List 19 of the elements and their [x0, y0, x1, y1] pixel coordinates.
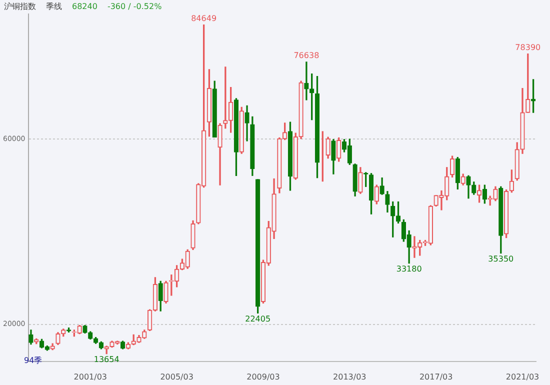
chart-title: 沪铜指数 [4, 1, 36, 12]
x-tick-label: 2021/03 [506, 372, 540, 382]
annotation: 13654 [94, 354, 120, 364]
annotation: 35350 [488, 254, 514, 264]
chart-subtitle: 季线 [46, 1, 62, 12]
x-tick-label: 2009/03 [246, 372, 280, 382]
text: -360 / -0.52% [107, 2, 162, 11]
annotation: 94季 [24, 355, 42, 366]
annotation: 76638 [294, 51, 320, 60]
x-tick-label: 2001/03 [74, 372, 107, 382]
annotation: 22405 [245, 314, 271, 324]
text: 68240 [72, 2, 98, 11]
x-tick-label: 2005/03 [160, 372, 194, 382]
x-tick-label: 2017/03 [419, 372, 453, 382]
annotation: 78390 [515, 42, 541, 52]
x-tick-label: 2013/03 [333, 372, 366, 382]
candlestick [304, 62, 309, 100]
annotation: 33180 [396, 264, 422, 274]
annotation: 84649 [191, 14, 217, 23]
